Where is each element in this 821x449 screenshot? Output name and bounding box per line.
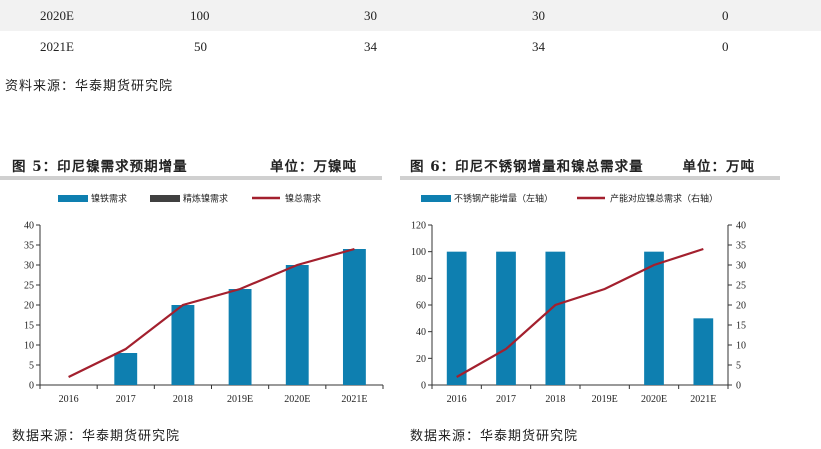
x-tick-label: 2017: [116, 394, 136, 405]
y-tick-label: 60: [416, 301, 426, 312]
chart1-title: 图 5：印尼镍需求预期增量 单位：万镍吨: [12, 155, 357, 175]
y-tick-label: 120: [411, 221, 426, 232]
y2-tick-label: 25: [736, 281, 746, 292]
bar: [171, 305, 195, 385]
cell: 0: [722, 8, 729, 23]
y-tick-label: 100: [411, 247, 426, 258]
cell: 100: [190, 8, 210, 23]
y-tick-label: 40: [24, 221, 34, 232]
cell: 50: [194, 39, 207, 54]
bar: [496, 251, 516, 385]
divider: [0, 176, 382, 180]
cell: 2021E: [40, 39, 74, 54]
x-tick-label: 2018: [173, 394, 193, 405]
y-tick-label: 30: [24, 261, 34, 272]
x-tick-label: 2016: [59, 394, 79, 405]
y-tick-label: 0: [29, 381, 34, 392]
x-tick-label: 2021E: [690, 394, 716, 405]
y2-tick-label: 0: [736, 381, 741, 392]
bar: [644, 251, 664, 385]
chart2-title: 图 6：印尼不锈钢增量和镍总需求量 单位：万吨: [410, 155, 755, 175]
table-row: 2021E 50 34 34 0: [0, 31, 821, 62]
chart2: 0 20 40 60 80 100 120 0 5 10 15 20 25 30 35 40 2016 2017 2…: [411, 193, 746, 406]
chart2-source: 数据来源：华泰期货研究院: [410, 429, 579, 444]
x-tick-label: 2017: [496, 394, 516, 405]
x-tick-label: 2016: [447, 394, 467, 405]
y-tick-label: 80: [416, 274, 426, 285]
bar: [114, 353, 138, 385]
y-tick-label: 25: [24, 281, 34, 292]
y-tick-label: 10: [24, 341, 34, 352]
legend-label: 不锈钢产能增量（左轴）: [454, 193, 553, 205]
x-tick-label: 2018: [545, 394, 565, 405]
line-series: [456, 247, 704, 378]
chart1: 0 5 10 15 20 25 30 35 40 2016 2017 2018 2019E 2020E 20…: [24, 193, 384, 405]
cell: 34: [532, 39, 545, 54]
legend-swatch: [58, 195, 88, 202]
bar: [228, 289, 252, 385]
y-tick-label: 20: [416, 354, 426, 365]
cell: 0: [722, 39, 729, 54]
y-tick-label: 5: [29, 361, 34, 372]
x-tick-label: 2019E: [227, 394, 253, 405]
divider: [400, 176, 780, 180]
cell: 2020E: [40, 8, 74, 23]
y-tick-label: 20: [24, 301, 34, 312]
bar: [446, 251, 467, 385]
y-tick-label: 40: [416, 327, 426, 338]
chart1-source: 数据来源：华泰期货研究院: [12, 429, 181, 444]
cell: 34: [364, 39, 377, 54]
y-tick-label: 35: [24, 241, 34, 252]
chart1-unit: 单位：万镍吨: [270, 159, 357, 175]
y2-tick-label: 20: [736, 301, 746, 312]
legend-swatch: [421, 195, 451, 202]
table-source: 资料来源：华泰期货研究院: [5, 79, 174, 94]
y2-tick-label: 40: [736, 221, 746, 232]
legend-label: 精炼镍需求: [183, 193, 228, 205]
y2-tick-label: 15: [736, 321, 746, 332]
bar: [342, 249, 366, 385]
x-tick-label: 2021E: [341, 394, 367, 405]
x-tick-label: 2020E: [641, 394, 667, 405]
bar: [285, 265, 309, 385]
bar: [545, 251, 566, 385]
line-series: [68, 247, 355, 378]
chart2-unit: 单位：万吨: [682, 159, 755, 175]
y2-tick-label: 10: [736, 341, 746, 352]
bar: [693, 318, 714, 385]
legend-label: 产能对应镍总需求（右轴）: [610, 193, 718, 205]
cell: 30: [364, 8, 377, 23]
y-tick-label: 0: [421, 381, 426, 392]
y2-tick-label: 35: [736, 241, 746, 252]
legend-swatch: [150, 195, 180, 202]
x-tick-label: 2019E: [592, 394, 618, 405]
y2-tick-label: 30: [736, 261, 746, 272]
legend-label: 镍总需求: [285, 193, 321, 205]
y-tick-label: 15: [24, 321, 34, 332]
table-row: 2020E 100 30 30 0: [0, 0, 821, 31]
cell: 30: [532, 8, 545, 23]
x-tick-label: 2020E: [284, 394, 310, 405]
y2-tick-label: 5: [736, 361, 741, 372]
legend-label: 镍铁需求: [91, 193, 127, 205]
